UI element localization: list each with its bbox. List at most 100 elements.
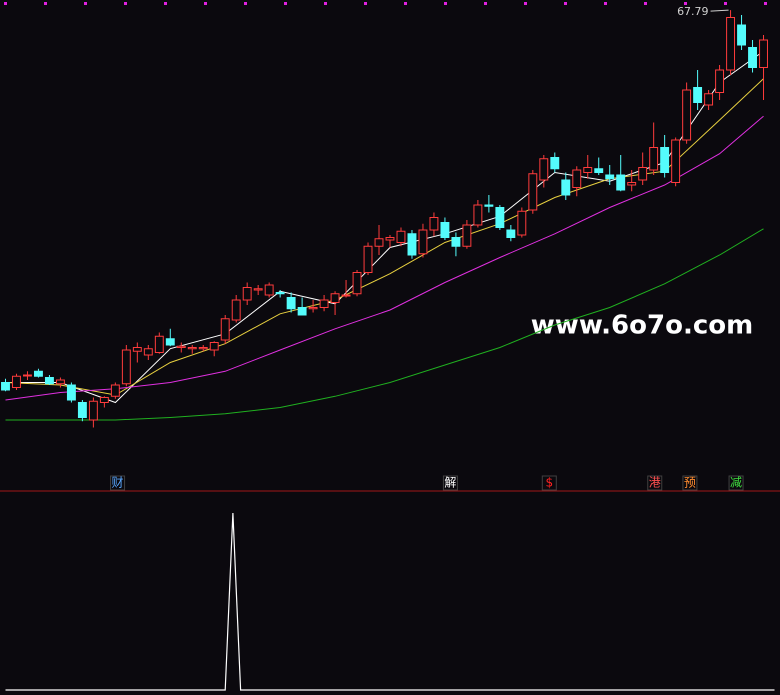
candle-body xyxy=(99,397,109,403)
candle-body xyxy=(264,284,274,296)
candle-body xyxy=(451,237,461,247)
candle-body xyxy=(220,318,230,341)
signal-label: 预 xyxy=(684,476,696,490)
candle-body xyxy=(605,174,615,180)
top-dot xyxy=(604,2,607,5)
candle-body xyxy=(572,169,582,188)
candle-body xyxy=(209,342,219,351)
candle-body xyxy=(649,147,659,171)
signal-box xyxy=(647,475,663,491)
candle-body xyxy=(528,173,538,211)
candle-body xyxy=(55,379,65,385)
candle-body xyxy=(88,400,98,421)
candle-body xyxy=(341,294,351,297)
signal-box xyxy=(541,475,557,491)
candle-body xyxy=(143,348,153,356)
candle-body xyxy=(561,179,571,196)
top-dot xyxy=(284,2,287,5)
candle-body xyxy=(33,370,43,377)
candle-body xyxy=(462,224,472,247)
candle-body xyxy=(726,17,736,71)
top-dot xyxy=(204,2,207,5)
candle-body xyxy=(759,39,768,68)
top-dot xyxy=(364,2,367,5)
candle-body xyxy=(187,347,197,350)
candle-body xyxy=(671,139,681,183)
candle-body xyxy=(704,93,714,106)
candle-body xyxy=(44,377,54,385)
signal-box xyxy=(728,475,744,491)
candle-body xyxy=(319,299,329,308)
candle-body xyxy=(495,207,505,228)
candle-body xyxy=(385,237,395,241)
candle-body xyxy=(715,69,725,93)
candle-body xyxy=(429,217,439,231)
candle-body xyxy=(627,182,637,186)
candle-body xyxy=(132,347,142,352)
candle-body xyxy=(1,382,10,391)
candle-body xyxy=(660,147,670,173)
candle-body xyxy=(165,338,175,346)
candle-body xyxy=(693,87,703,103)
candle-body xyxy=(550,157,560,170)
candle-body xyxy=(110,384,120,397)
top-dot xyxy=(4,2,7,5)
candle-body xyxy=(308,307,318,310)
signal-box xyxy=(682,475,698,491)
candle-body xyxy=(231,299,241,321)
candle-body xyxy=(253,288,263,291)
candle-body xyxy=(374,238,384,247)
candle-body xyxy=(748,47,757,68)
signal-box xyxy=(110,475,126,491)
moving-average xyxy=(5,228,764,421)
top-dot xyxy=(764,2,767,5)
top-dot xyxy=(164,2,167,5)
signal-label: 港 xyxy=(649,476,661,490)
top-dot xyxy=(244,2,247,5)
candle-body xyxy=(275,292,285,295)
candle-body xyxy=(583,167,593,173)
indicator-line xyxy=(5,512,775,691)
top-dot xyxy=(644,2,647,5)
candle-body xyxy=(297,307,307,316)
candle-body xyxy=(407,233,417,256)
watermark: www.6o7o.com xyxy=(531,311,753,341)
top-dot xyxy=(44,2,47,5)
candle-body xyxy=(176,345,186,348)
top-dot xyxy=(444,2,447,5)
candle-body xyxy=(638,167,648,181)
candle-body xyxy=(616,174,626,191)
top-dot xyxy=(684,2,687,5)
candle-body xyxy=(286,297,296,310)
candle-body xyxy=(440,222,450,238)
signal-label: 减 xyxy=(730,476,742,490)
top-dot xyxy=(484,2,487,5)
top-dot xyxy=(524,2,527,5)
candle-body xyxy=(363,245,373,273)
candle-body xyxy=(154,335,164,353)
signal-label: 解 xyxy=(444,476,456,490)
top-dot xyxy=(564,2,567,5)
candle-body xyxy=(77,402,87,418)
top-dot xyxy=(124,2,127,5)
candle-body xyxy=(506,229,516,238)
candle-body xyxy=(352,272,362,295)
candle-body xyxy=(66,384,76,401)
top-dot xyxy=(324,2,327,5)
candle-body xyxy=(418,229,428,255)
signal-label: 财 xyxy=(112,476,124,490)
candle-body xyxy=(23,374,32,377)
candle-body xyxy=(396,230,406,243)
candle-body xyxy=(242,287,252,301)
candle-body xyxy=(737,24,747,46)
candle-body xyxy=(121,349,131,385)
candle-body xyxy=(517,210,527,236)
top-dot xyxy=(404,2,407,5)
candle-body xyxy=(484,204,494,207)
high-arrow xyxy=(710,9,729,12)
signal-box xyxy=(442,475,458,491)
candle-body xyxy=(594,168,604,173)
